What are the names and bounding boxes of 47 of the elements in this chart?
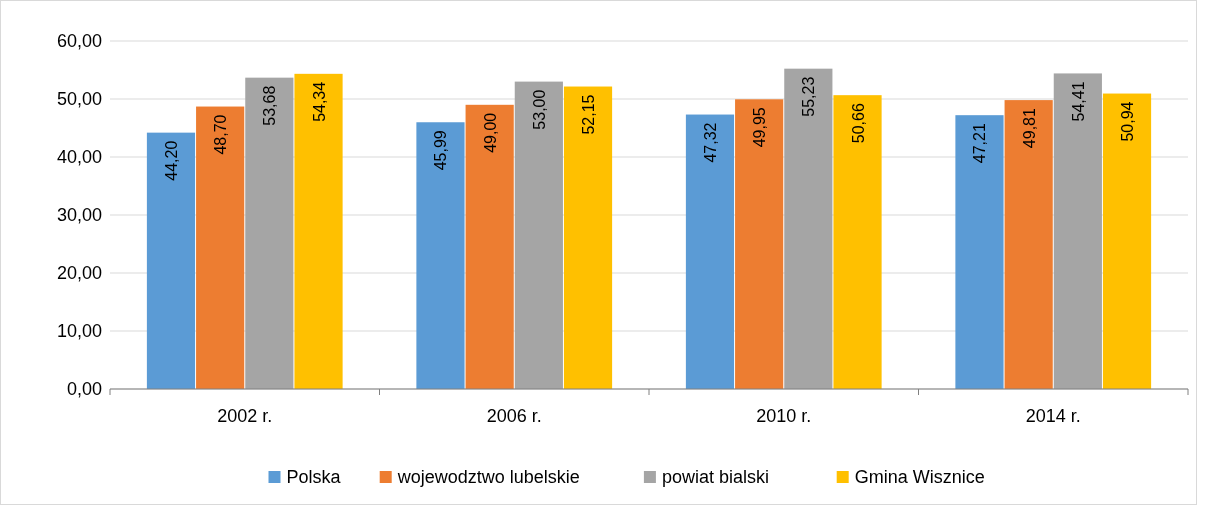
data-label: 47,21 — [971, 123, 989, 164]
bar — [1053, 73, 1102, 389]
data-label: 47,32 — [701, 122, 719, 163]
data-label: 44,20 — [162, 140, 180, 181]
bar — [563, 86, 613, 389]
data-label: 55,23 — [800, 76, 818, 117]
bar — [245, 77, 294, 389]
bar — [955, 115, 1004, 389]
legend-label: Polska — [286, 467, 342, 487]
bar — [465, 104, 514, 389]
y-tick-label: 20,00 — [56, 263, 102, 283]
data-label: 52,15 — [580, 94, 598, 135]
data-label: 50,66 — [849, 103, 867, 144]
bar — [833, 95, 882, 389]
bar — [784, 68, 833, 389]
data-label: 53,00 — [530, 89, 548, 130]
y-tick-label: 40,00 — [56, 147, 102, 167]
data-label: 49,95 — [751, 107, 769, 148]
bar — [1102, 93, 1152, 389]
y-tick-label: 0,00 — [66, 379, 102, 399]
bar — [685, 114, 735, 389]
data-label: 53,68 — [261, 85, 279, 126]
legend-label: powiat bialski — [661, 467, 769, 487]
x-tick-label: 2010 r. — [756, 406, 812, 426]
y-tick-label: 10,00 — [56, 321, 102, 341]
data-label: 54,41 — [1069, 81, 1087, 122]
bar — [294, 73, 343, 389]
bar — [1004, 100, 1053, 389]
y-tick-label: 30,00 — [56, 205, 102, 225]
data-label: 49,00 — [481, 112, 499, 153]
bar — [416, 122, 465, 389]
data-label: 48,70 — [212, 114, 230, 155]
bar — [735, 99, 784, 389]
data-label: 49,81 — [1020, 108, 1038, 149]
bar — [146, 132, 196, 389]
bar — [514, 81, 563, 389]
legend-label: wojewodztwo lubelskie — [396, 467, 580, 487]
data-label: 54,34 — [310, 81, 328, 122]
x-tick-label: 2006 r. — [486, 406, 542, 426]
bar — [196, 106, 245, 389]
y-tick-label: 60,00 — [56, 31, 102, 51]
data-label: 50,94 — [1119, 101, 1137, 142]
x-tick-label: 2002 r. — [217, 406, 273, 426]
legend-label: Gmina Wisznice — [854, 467, 985, 487]
y-tick-label: 50,00 — [56, 89, 102, 109]
data-label: 45,99 — [432, 130, 450, 171]
x-tick-label: 2014 r. — [1025, 406, 1081, 426]
